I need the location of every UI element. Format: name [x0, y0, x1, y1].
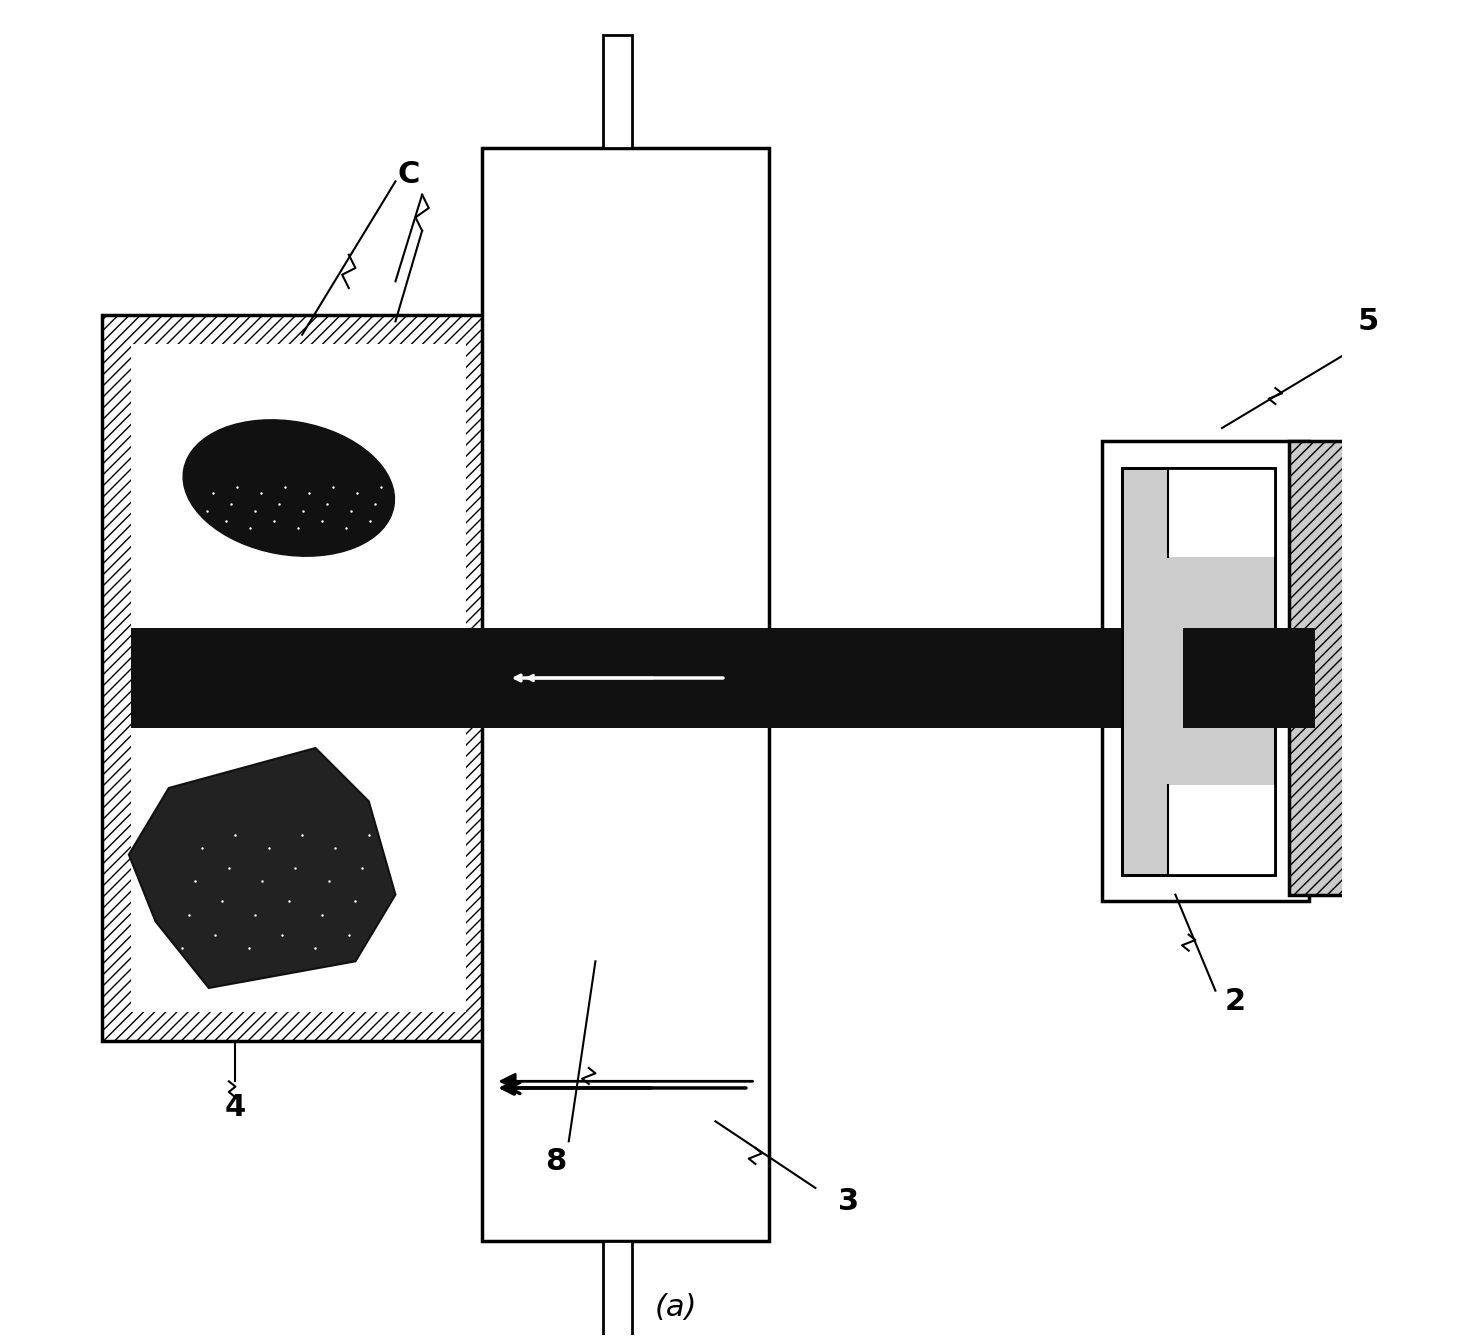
- Bar: [769, 628, 1103, 728]
- Bar: [603, 1241, 631, 1336]
- Bar: [132, 345, 466, 1011]
- Bar: [1103, 441, 1308, 902]
- Text: 8: 8: [545, 1146, 566, 1176]
- Bar: [132, 628, 495, 728]
- Bar: [1289, 441, 1478, 895]
- Bar: [1168, 468, 1276, 557]
- Bar: [603, 35, 631, 148]
- Text: C: C: [398, 160, 420, 190]
- Text: 4: 4: [225, 1093, 247, 1122]
- Bar: [102, 315, 495, 1041]
- Bar: [769, 628, 1156, 728]
- Text: 5: 5: [1358, 307, 1379, 335]
- Bar: [1122, 468, 1276, 875]
- Bar: [482, 148, 769, 1241]
- Bar: [482, 628, 769, 728]
- Bar: [1184, 628, 1315, 728]
- Text: 3: 3: [838, 1186, 859, 1216]
- Bar: [1168, 786, 1276, 875]
- Text: 2: 2: [1225, 987, 1246, 1015]
- Text: (a): (a): [655, 1293, 696, 1323]
- Polygon shape: [129, 748, 396, 989]
- Ellipse shape: [183, 420, 395, 556]
- Bar: [1122, 468, 1276, 875]
